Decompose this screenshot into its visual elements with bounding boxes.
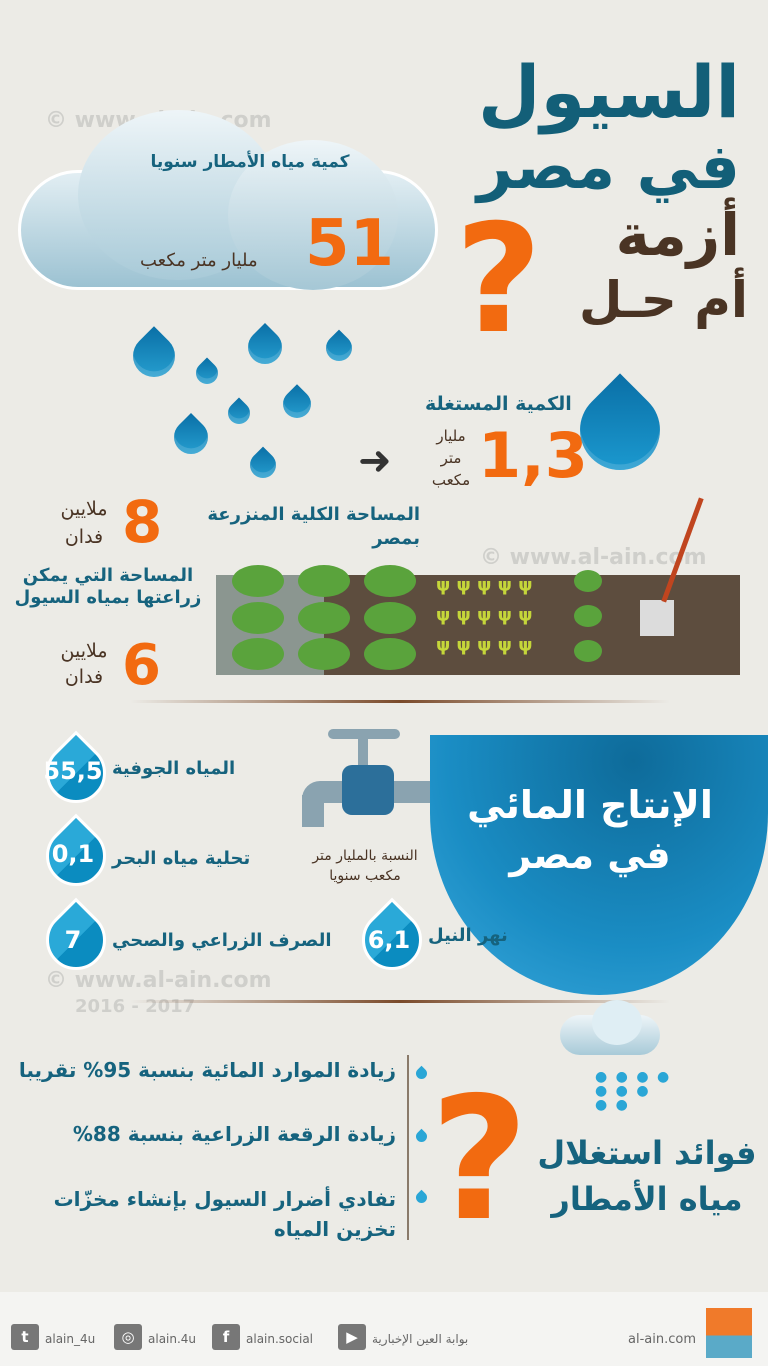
raindrop-icon — [244, 446, 282, 484]
rain-amount-value: 51 — [305, 207, 395, 281]
twitter-handle[interactable]: alain_4u — [45, 1332, 96, 1346]
instagram-handle[interactable]: alain.4u — [148, 1332, 197, 1346]
youtube-icon[interactable]: ▶ — [338, 1324, 366, 1350]
bullet-drop-icon — [413, 1128, 430, 1145]
small-cloud-top — [592, 1000, 642, 1045]
raindrop-icon — [166, 412, 216, 462]
total-area-label: المساحة الكلية المنزرعة بمصر — [207, 504, 420, 549]
benefits-title: فوائد استغلال مياه الأمطار — [537, 1134, 757, 1218]
raindrop-icon — [240, 322, 290, 372]
production-title: الإنتاج المائي في مصر — [467, 783, 713, 877]
small-raindrops-icon: ● ● ● ● ● ● ● ● ● — [595, 1069, 672, 1113]
title-line4: أم حـل — [579, 271, 748, 329]
title-line3: أزمة — [615, 201, 740, 269]
possible-area-label: المساحة التي يمكن زراعتها بمياه السيول — [14, 565, 202, 608]
instagram-icon[interactable]: ◎ — [114, 1324, 142, 1350]
twitter-icon[interactable]: t — [11, 1324, 39, 1350]
site-link[interactable]: al-ain.com — [628, 1332, 696, 1347]
watermark: © www.al-ain.com 2016 - 2017 — [45, 968, 272, 1017]
benefits-line — [407, 1055, 409, 1240]
total-area-value: 8 — [122, 488, 163, 556]
rain-amount-unit: مليار متر مكعب — [140, 250, 258, 271]
raindrop-icon — [277, 384, 317, 424]
total-area-unit: ملايين فدان — [60, 498, 108, 548]
used-amount-value: 1,3 — [478, 419, 588, 492]
al-ain-logo — [706, 1308, 752, 1358]
raindrop-icon — [223, 397, 255, 429]
possible-area-unit: ملايين فدان — [60, 640, 108, 688]
raindrop-icon — [320, 329, 358, 367]
possible-area-value: 6 — [122, 633, 161, 698]
bullet-drop-icon — [413, 1065, 430, 1082]
faucet-icon — [300, 725, 430, 835]
production-note: النسبة بالمليار متر مكعب سنويا — [312, 848, 418, 884]
raindrop-icon — [124, 326, 184, 386]
cloud-icon — [18, 100, 438, 300]
facebook-icon[interactable]: f — [212, 1324, 240, 1350]
youtube-channel[interactable]: بوابة العين الإخبارية — [372, 1332, 469, 1346]
used-amount-unit: مليار متر مكعب — [431, 427, 471, 489]
divider — [130, 700, 670, 703]
title-line1: السيول — [478, 50, 740, 134]
used-amount-label: الكمية المستغلة — [425, 393, 572, 415]
facebook-handle[interactable]: alain.social — [246, 1332, 314, 1346]
title-line2: في مصر — [477, 130, 740, 203]
question-mark-icon: ? — [430, 1061, 529, 1259]
shovel-icon — [640, 600, 674, 636]
bullet-drop-icon — [413, 1189, 430, 1206]
divider — [130, 1000, 670, 1003]
raindrop-icon — [191, 357, 223, 389]
benefit-item: زيادة الرقعة الزراعية بنسبة 88% — [72, 1122, 396, 1146]
question-mark-icon: ? — [455, 193, 543, 367]
rain-amount-label: كمية مياه الأمطار سنويا — [150, 152, 350, 172]
benefit-item: تفادي أضرار السيول بإنشاء مخزّات تخزين ا… — [53, 1187, 396, 1241]
benefit-item: زيادة الموارد المائية بنسبة 95% تقريبا — [18, 1058, 396, 1082]
arrow-right-icon: ➜ — [358, 438, 392, 484]
